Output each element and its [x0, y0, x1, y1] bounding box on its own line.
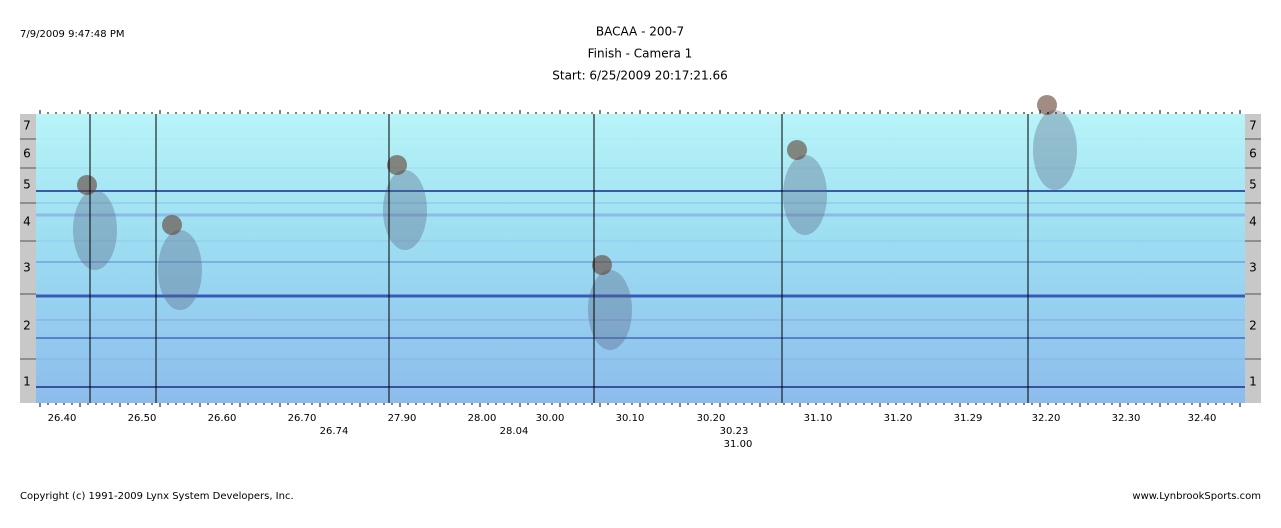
time-label: 28.00 [468, 413, 497, 424]
lane-label: 2 [23, 319, 31, 333]
runner [383, 170, 427, 250]
runner-head [162, 215, 182, 235]
copyright: Copyright (c) 1991-2009 Lynx System Deve… [20, 491, 294, 502]
lane-label: 2 [1249, 319, 1257, 333]
finish-time: 28.04 [500, 426, 529, 437]
website: www.LynbrookSports.com [1132, 491, 1261, 502]
runner-head [592, 255, 612, 275]
lane-label: 7 [1249, 119, 1257, 133]
time-label: 27.90 [388, 413, 417, 424]
runner [1033, 110, 1077, 190]
lane-column-left [20, 114, 36, 403]
lane-label: 4 [23, 215, 31, 229]
lane-label: 1 [23, 375, 31, 389]
start-time: Start: 6/25/2009 20:17:21.66 [552, 69, 728, 83]
time-label: 31.20 [884, 413, 913, 424]
time-label: 32.30 [1112, 413, 1141, 424]
time-label: 26.70 [288, 413, 317, 424]
runner-head [787, 140, 807, 160]
time-label: 31.29 [954, 413, 983, 424]
time-label: 26.60 [208, 413, 237, 424]
lane-label: 6 [23, 147, 31, 161]
runner-head [77, 175, 97, 195]
lane-label: 5 [23, 178, 31, 192]
lane-label: 7 [23, 119, 31, 133]
time-label: 30.20 [697, 413, 726, 424]
lane-label: 4 [1249, 215, 1257, 229]
lane-column-right [1245, 114, 1261, 403]
lane-label: 1 [1249, 375, 1257, 389]
runner [73, 190, 117, 270]
time-label: 30.10 [616, 413, 645, 424]
finish-image [36, 114, 1245, 403]
timestamp: 7/9/2009 9:47:48 PM [20, 29, 124, 40]
finish-time: 30.23 [720, 426, 749, 437]
image-detail [36, 95, 1245, 403]
time-label: 31.10 [804, 413, 833, 424]
time-label: 26.40 [48, 413, 77, 424]
time-label: 30.00 [536, 413, 565, 424]
lane-label: 3 [1249, 261, 1257, 275]
lane-label: 5 [1249, 178, 1257, 192]
lane-label: 6 [1249, 147, 1257, 161]
time-label: 32.40 [1188, 413, 1217, 424]
runner-head [387, 155, 407, 175]
lane-label: 3 [23, 261, 31, 275]
runner-head [1037, 95, 1057, 115]
subtitle: Finish - Camera 1 [588, 47, 693, 61]
title: BACAA - 200-7 [596, 25, 684, 39]
time-label: 26.50 [128, 413, 157, 424]
runner [783, 155, 827, 235]
finish-time: 31.00 [724, 439, 753, 450]
runner [588, 270, 632, 350]
finish-time: 26.74 [320, 426, 349, 437]
runner [158, 230, 202, 310]
time-label: 32.20 [1032, 413, 1061, 424]
